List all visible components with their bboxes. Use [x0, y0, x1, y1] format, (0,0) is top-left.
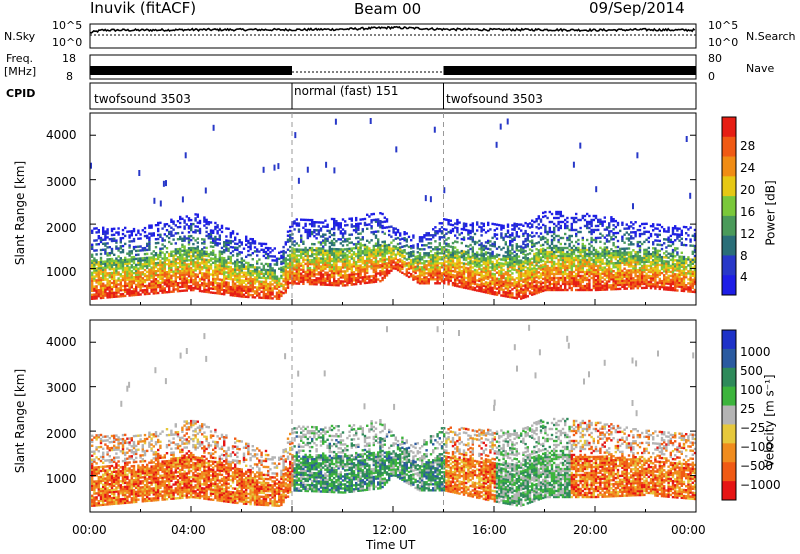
vel-cb-tick-1000: 1000	[740, 345, 771, 359]
power-cb-tick-8: 8	[740, 249, 748, 263]
velocity-colorbar-swatch-2	[722, 367, 736, 387]
cpid-panel-frame	[89, 82, 697, 110]
freq-segment-2	[443, 66, 696, 75]
vel-cb-tick-500: 500	[740, 364, 763, 378]
beam-title: Beam 00	[354, 0, 422, 18]
vel-ytick-4000: 4000	[46, 335, 77, 349]
velocity-colorbar-frame	[721, 329, 737, 501]
velocity-colorbar-swatch-4	[722, 405, 736, 425]
power-colorbar-swatch-5	[722, 215, 736, 236]
xtick-2: 08:00	[271, 523, 306, 537]
velocity-colorbar-swatch-1	[722, 348, 736, 369]
power-ytick-1000: 1000	[46, 265, 77, 279]
xtick-4: 16:00	[472, 523, 507, 537]
power-scatter-cells	[90, 118, 697, 300]
nsky-tick-bottom: 10^0	[52, 36, 83, 49]
nsky-label: N.Sky	[4, 30, 36, 43]
date-title: 09/Sep/2014	[589, 0, 685, 17]
nsky-panel-frame	[89, 23, 697, 49]
velocity-scatter-cells	[91, 324, 697, 507]
freq-segment-0	[90, 66, 292, 75]
power-ytick-2000: 2000	[46, 221, 77, 235]
cpid-segment-3: twofsound 3503	[446, 92, 543, 106]
power-colorbar-frame	[721, 116, 737, 296]
nave-tick-bottom: 0	[708, 70, 715, 83]
x-axis-label: Time UT	[366, 538, 416, 552]
power-cb-tick-24: 24	[740, 161, 756, 175]
nsearch-label: N.Search	[746, 30, 796, 43]
nsky-series-line	[89, 25, 696, 34]
cpid-segment-2: normal (fast) 151	[294, 84, 399, 98]
freq-unit-label: [MHz]	[4, 65, 37, 78]
vel-ytick-2000: 2000	[46, 427, 77, 441]
power-colorbar-swatch-4	[722, 196, 736, 217]
vel-ytick-3000: 3000	[46, 381, 77, 395]
nave-tick-top: 80	[708, 52, 722, 65]
velocity-colorbar-swatch-5	[722, 424, 736, 444]
power-colorbar-swatch-0	[722, 117, 736, 138]
vel-cb-tick-m25: −25	[740, 421, 766, 435]
power-colorbar-swatch-6	[722, 235, 736, 256]
power-colorbar-swatch-3	[722, 176, 736, 197]
xtick-3: 12:00	[372, 523, 407, 537]
power-cb-tick-12: 12	[740, 227, 756, 241]
vel-cb-tick-m1000: −1000	[740, 478, 781, 492]
power-cb-tick-20: 20	[740, 183, 756, 197]
velocity-colorbar-swatch-3	[722, 386, 736, 406]
cpid-label: CPID	[6, 87, 36, 100]
xtick-0: 00:00	[72, 523, 107, 537]
vel-cb-tick-m100: −100	[740, 440, 773, 454]
velocity-colorbar-swatch-6	[722, 443, 736, 463]
xtick-6: 00:00	[671, 523, 706, 537]
vel-ytick-1000: 1000	[46, 472, 77, 486]
vel-cb-tick-25: 25	[740, 402, 756, 416]
nsearch-tick-top: 10^5	[708, 19, 739, 32]
xtick-1: 04:00	[171, 523, 206, 537]
nave-label: Nave	[746, 62, 775, 75]
velocity-colorbar-swatch-7	[722, 462, 736, 482]
power-cb-tick-16: 16	[740, 205, 756, 219]
power-cb-tick-4: 4	[740, 270, 748, 284]
freq-label: Freq.	[6, 52, 34, 65]
freq-tick-top: 18	[62, 52, 76, 65]
power-colorbar-swatch-2	[722, 156, 736, 177]
vel-cb-tick-100: 100	[740, 383, 763, 397]
power-colorbar-swatch-8	[722, 275, 736, 296]
cpid-segment-1: twofsound 3503	[94, 92, 191, 106]
power-cb-tick-28: 28	[740, 139, 756, 153]
vel-cb-tick-m500: −500	[740, 459, 773, 473]
xtick-5: 20:00	[573, 523, 608, 537]
freq-tick-bottom: 8	[66, 70, 73, 83]
nsearch-tick-bottom: 10^0	[708, 36, 739, 49]
station-title: Inuvik (fitACF)	[90, 0, 197, 17]
velocity-colorbar-swatch-8	[722, 481, 736, 501]
velocity-colorbar-swatch-0	[722, 330, 736, 350]
power-ytick-3000: 3000	[46, 175, 77, 189]
power-colorbar-swatch-1	[722, 136, 736, 157]
power-ytick-4000: 4000	[46, 128, 77, 142]
nsky-tick-top: 10^5	[52, 19, 83, 32]
power-colorbar-swatch-7	[722, 255, 736, 276]
